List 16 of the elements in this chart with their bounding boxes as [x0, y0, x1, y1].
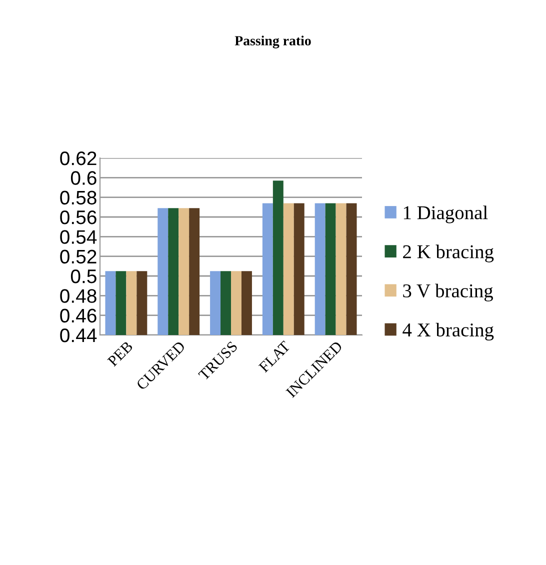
y-tick-label: 0.6 [70, 171, 96, 185]
y-tick-label: 0.46 [60, 308, 96, 323]
y-tick-label: 0.5 [70, 269, 96, 284]
legend-label: 1 Diagonal [404, 206, 488, 224]
y-tick-label: 0.58 [60, 190, 96, 205]
y-tick-label: 0.62 [60, 151, 96, 166]
x-tick-label: PEB [107, 340, 134, 367]
y-tick-label: 0.56 [60, 210, 96, 224]
y-tick-label: 0.52 [60, 250, 96, 264]
y-tick-label: 0.48 [60, 289, 96, 303]
y-tick-label: 0.44 [60, 328, 97, 342]
chart-title: Passing ratio [234, 36, 311, 48]
y-tick-label: 0.54 [60, 230, 97, 244]
legend-label: 3 V bracing [403, 284, 493, 302]
legend-label: 4 X bracing [402, 322, 494, 341]
legend-label: 2 K bracing [403, 244, 494, 262]
